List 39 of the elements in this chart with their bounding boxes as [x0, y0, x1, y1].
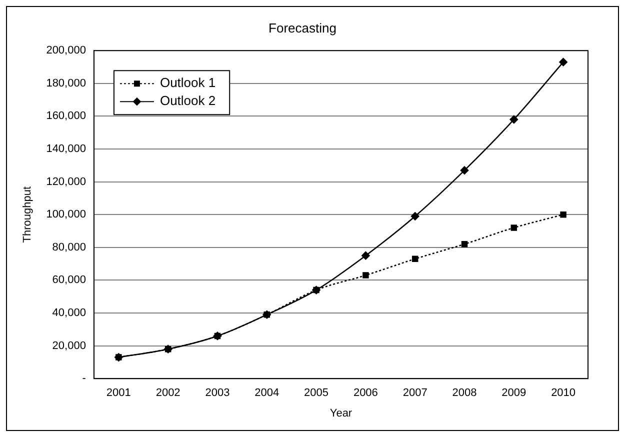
point: [410, 212, 420, 220]
point: [362, 251, 370, 260]
point: [164, 346, 172, 352]
y-tick-label: 160,000: [46, 110, 86, 122]
x-tick-label: 2002: [156, 387, 180, 400]
y-axis-title: Throughput: [22, 186, 34, 243]
y-tick-label: 100,000: [46, 208, 86, 221]
x-tick-label: 2009: [502, 387, 526, 400]
point: [510, 224, 518, 231]
y-tick-label: 40,000: [52, 307, 86, 320]
y-tick-label: 140,000: [46, 143, 86, 156]
point: [362, 272, 369, 278]
x-tick-label: 2001: [106, 387, 131, 400]
x-axis-title: Year: [330, 407, 352, 420]
y-tick-label: 60,000: [52, 274, 86, 286]
x-tick-label: 2006: [353, 387, 378, 400]
x-tick-label: 2003: [205, 387, 230, 400]
x-tick-label: 2010: [551, 387, 576, 400]
y-tick-label: 20,000: [52, 340, 86, 352]
x-tick-label: 2005: [304, 387, 329, 400]
y-tick-label: 180,000: [46, 77, 86, 90]
chart-title: Forecasting: [268, 20, 336, 36]
point: [214, 332, 221, 340]
legend-label: Outlook 2: [160, 93, 216, 108]
y-tick-label: 120,000: [46, 176, 86, 188]
y-tick-label: -: [82, 372, 86, 385]
legend-label: Outlook 1: [160, 75, 216, 90]
x-tick-label: 2007: [402, 387, 428, 400]
y-tick-label: 80,000: [52, 241, 86, 254]
point: [559, 58, 568, 66]
point: [116, 354, 122, 360]
point: [510, 115, 518, 124]
point: [412, 256, 418, 262]
y-tick-label: 200,000: [46, 44, 86, 57]
point: [560, 211, 566, 218]
x-tick-label: 2008: [452, 387, 477, 400]
x-tick-label: 2004: [254, 387, 280, 400]
point: [460, 166, 469, 174]
point: [461, 240, 468, 248]
